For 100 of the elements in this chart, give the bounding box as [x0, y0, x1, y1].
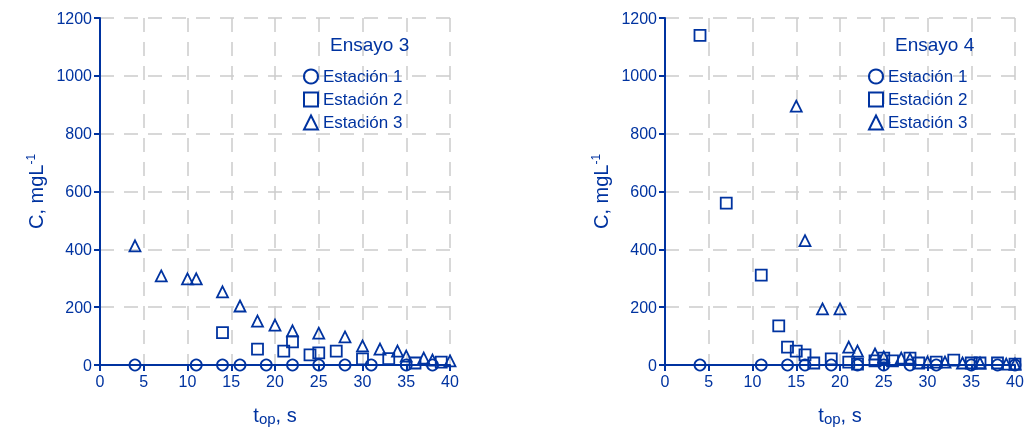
point [719, 196, 733, 210]
point [391, 344, 404, 358]
x-tick-label: 40 [1006, 372, 1024, 390]
y-tick-label: 400 [65, 240, 93, 258]
point [938, 355, 952, 369]
x-tick-label: 0 [660, 372, 670, 390]
y-tick-label: 0 [83, 356, 93, 374]
point [373, 342, 387, 356]
point [128, 239, 142, 253]
point [434, 355, 448, 369]
point [693, 28, 707, 42]
x-tick-label: 30 [353, 372, 372, 390]
point [816, 302, 829, 316]
x-tick-label: 30 [918, 372, 937, 390]
point [754, 358, 768, 372]
y-tick-label: 600 [65, 183, 93, 200]
point [947, 353, 961, 367]
y-tick-label: 400 [630, 240, 658, 258]
y-tick-label: 200 [630, 298, 658, 316]
point [868, 347, 882, 361]
x-tick-label: 20 [266, 372, 284, 390]
point [216, 285, 229, 299]
point [789, 99, 803, 113]
point [268, 318, 282, 332]
point [286, 335, 299, 349]
legend-label: Estación 1 [323, 67, 403, 86]
legend-label: Estación 3 [888, 113, 968, 132]
point [912, 356, 926, 370]
point [408, 356, 422, 370]
point [781, 358, 794, 372]
x-tick-label: 5 [139, 372, 149, 390]
point [338, 358, 352, 372]
point [772, 319, 786, 333]
point [251, 314, 264, 328]
point [824, 358, 838, 372]
point [251, 342, 264, 356]
y-tick-label: 600 [630, 183, 658, 200]
point [312, 346, 326, 360]
point [356, 339, 369, 353]
point [154, 269, 168, 283]
x-tick-label: 10 [178, 372, 197, 390]
point [789, 344, 803, 358]
x-tick-label: 15 [787, 372, 806, 390]
legend-label: Estación 3 [323, 113, 403, 132]
point [303, 348, 317, 362]
point [399, 349, 413, 363]
point [216, 326, 229, 340]
legend-label: Estación 2 [888, 90, 968, 109]
point [781, 340, 794, 354]
point [189, 272, 203, 286]
point [312, 326, 326, 340]
y-axis-title: C, mgL-1 [23, 153, 47, 230]
point [798, 234, 812, 248]
x-tick-label: 20 [831, 372, 849, 390]
legend-title: Ensayo 4 [895, 34, 975, 55]
y-tick-label: 1200 [621, 9, 658, 27]
x-tick-label: 0 [95, 372, 105, 390]
point [338, 330, 352, 344]
point [277, 344, 291, 358]
point [833, 302, 847, 316]
point [364, 358, 378, 372]
point [798, 348, 812, 362]
point [754, 268, 768, 282]
point [233, 358, 247, 372]
point [842, 355, 856, 369]
point [382, 352, 396, 366]
y-tick-label: 1000 [621, 67, 658, 85]
point [329, 344, 343, 358]
x-tick-label: 35 [962, 372, 981, 390]
point [443, 354, 457, 368]
legend-label: Estación 2 [323, 90, 403, 109]
x-tick-label: 35 [397, 372, 416, 390]
point [216, 358, 229, 372]
point [181, 272, 194, 286]
point [128, 358, 142, 372]
point [356, 352, 369, 366]
point [824, 352, 838, 366]
point [312, 358, 326, 372]
x-tick-label: 40 [441, 372, 459, 390]
legend-label: Estación 1 [888, 67, 968, 86]
y-tick-label: 200 [65, 298, 93, 316]
point [868, 354, 882, 368]
y-tick-label: 0 [648, 356, 658, 374]
point [842, 340, 856, 354]
y-tick-label: 1000 [56, 67, 93, 85]
y-tick-label: 800 [65, 125, 93, 143]
point [286, 358, 299, 372]
legend-title: Ensayo 3 [330, 34, 410, 55]
y-tick-label: 800 [630, 125, 658, 143]
x-tick-label: 5 [704, 372, 714, 390]
x-tick-label: 10 [743, 372, 762, 390]
point [189, 358, 203, 372]
x-tick-label: 15 [222, 372, 241, 390]
x-tick-label: 25 [874, 372, 893, 390]
point [259, 358, 273, 372]
y-tick-label: 1200 [56, 9, 93, 27]
point [851, 344, 864, 358]
y-axis-title: C, mgL-1 [588, 153, 612, 230]
point [233, 299, 247, 313]
point [693, 358, 707, 372]
